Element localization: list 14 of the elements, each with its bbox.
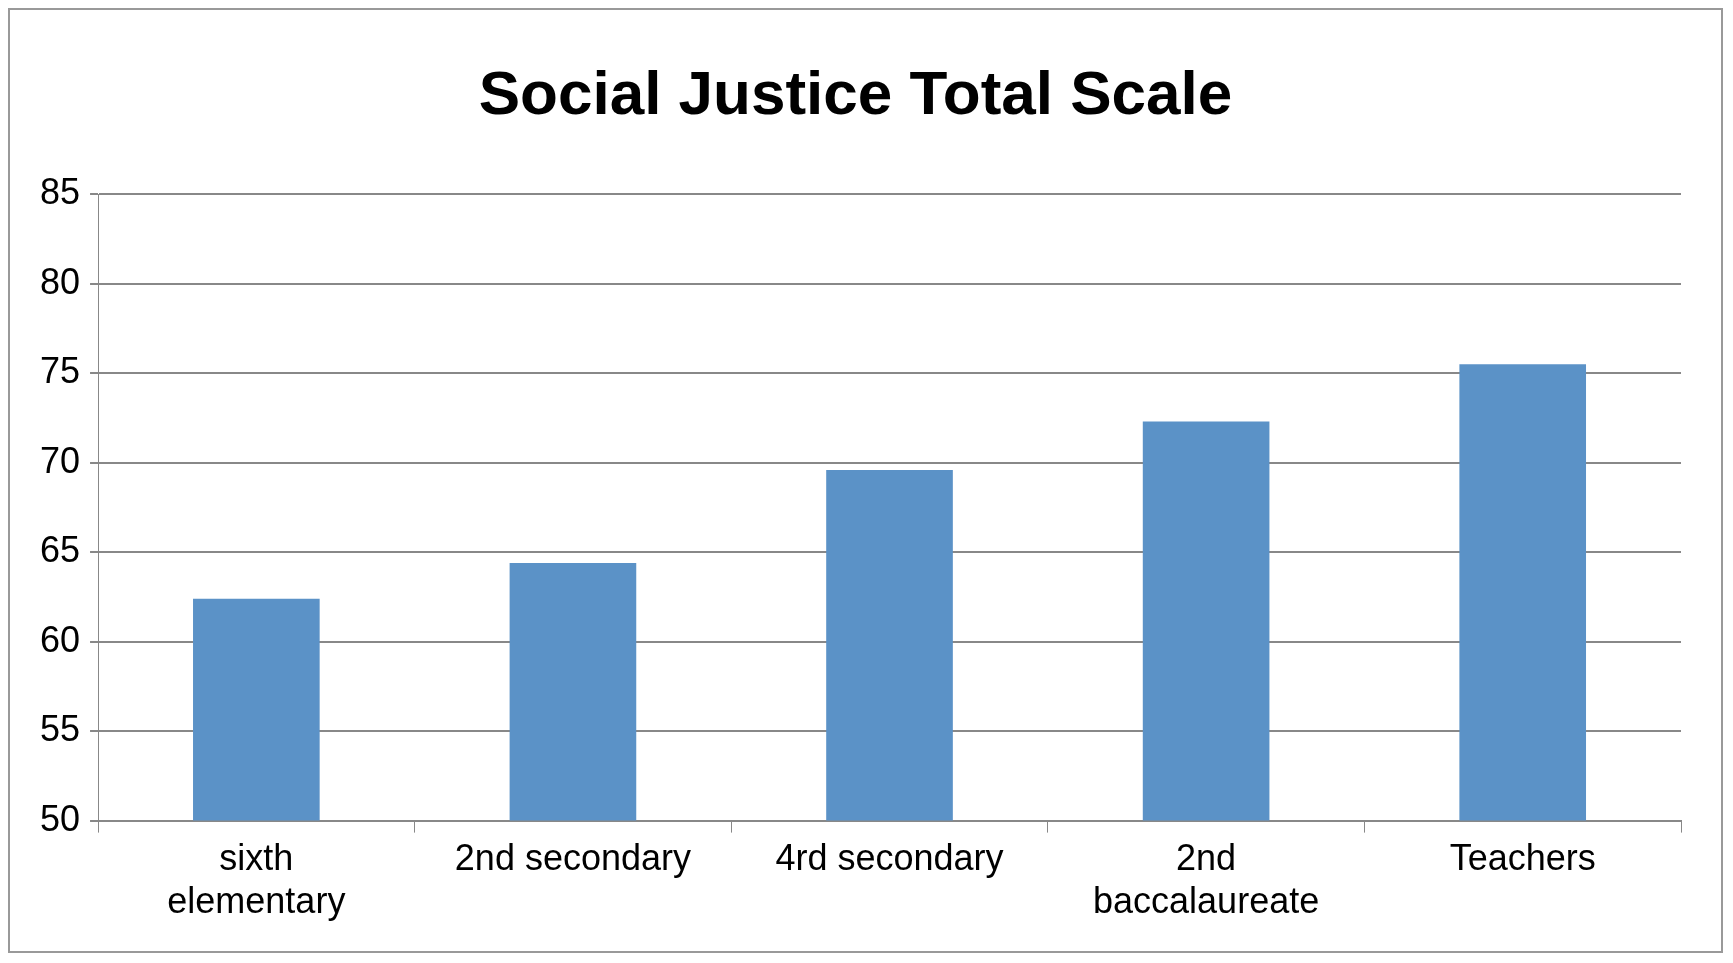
x-tick-label: sixth elementary — [167, 837, 346, 922]
y-tick-label: 55 — [40, 708, 81, 750]
y-tick-label: 60 — [40, 618, 81, 660]
x-tick-label: 2nd secondary — [454, 837, 692, 879]
y-tick-label: 80 — [40, 260, 81, 302]
y-tick-label: 65 — [40, 529, 81, 571]
x-tick-label: 4rd secondary — [775, 837, 1004, 879]
x-tick-label: Teachers — [1449, 837, 1596, 879]
y-tick-label: 50 — [40, 797, 81, 839]
x-tick-label: 2nd baccalaureate — [1093, 837, 1320, 922]
y-tick-label: 85 — [40, 171, 81, 213]
y-tick-label: 70 — [40, 439, 81, 481]
chart-title: Social Justice Total Scale — [478, 58, 1233, 128]
y-tick-label: 75 — [40, 350, 81, 392]
